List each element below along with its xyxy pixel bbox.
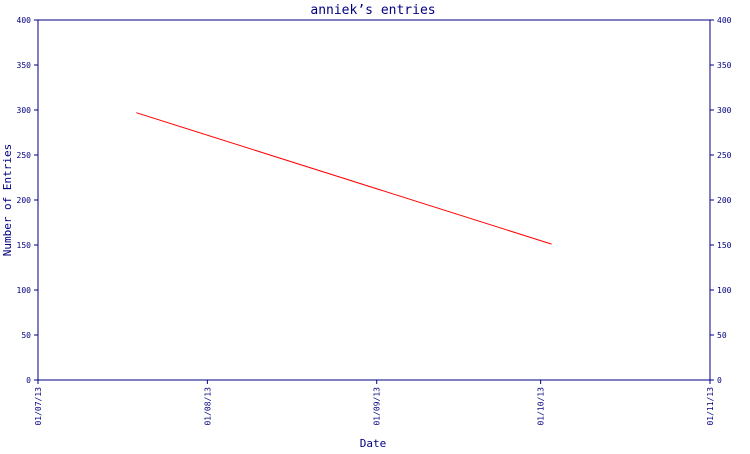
x-tick-label: 01/09/13 [373,387,382,426]
y-tick-right-label: 250 [717,151,732,160]
series-layer [136,112,552,245]
y-tick-left-label: 250 [17,151,32,160]
x-axis-label: Date [360,437,387,450]
y-tick-left-label: 350 [17,61,32,70]
y-tick-right-label: 100 [717,286,732,295]
chart-title: anniek’s entries [310,3,435,18]
series-line [136,112,552,245]
y-tick-right-label: 300 [717,106,732,115]
y-tick-left-label: 200 [17,196,32,205]
x-tick-label: 01/11/13 [706,387,715,426]
y-tick-left-label: 300 [17,106,32,115]
y-axis-right: 0 50 100 150 200 250 300 350 400 [710,16,732,385]
x-tick-label: 01/10/13 [537,387,546,426]
x-axis: 01/07/13 01/08/13 01/09/13 01/10/13 01/11/13 [34,380,715,426]
y-tick-left-label: 0 [26,376,31,385]
y-tick-right-label: 350 [717,61,732,70]
y-tick-left-label: 400 [17,16,32,25]
y-tick-left-label: 50 [21,331,31,340]
y-tick-right-label: 0 [717,376,722,385]
y-tick-left-label: 100 [17,286,32,295]
y-axis-left: 0 50 100 150 200 250 300 350 400 [17,16,38,385]
x-tick-label: 01/08/13 [203,387,212,426]
y-tick-right-label: 150 [717,241,732,250]
y-tick-right-label: 400 [717,16,732,25]
y-tick-left-label: 150 [17,241,32,250]
x-tick-label: 01/07/13 [34,387,43,426]
y-tick-right-label: 50 [717,331,727,340]
plot-frame [37,19,711,381]
y-axis-label: Number of Entries [1,144,14,257]
y-tick-right-label: 200 [717,196,732,205]
